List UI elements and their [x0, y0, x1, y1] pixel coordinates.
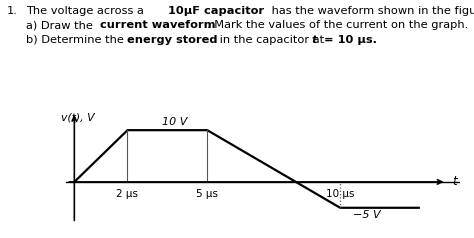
Text: −5 V: −5 V	[354, 210, 381, 220]
Text: t: t	[312, 35, 318, 45]
Text: energy stored: energy stored	[127, 35, 217, 45]
Text: 5 μs: 5 μs	[196, 189, 218, 199]
Text: = 10 μs.: = 10 μs.	[320, 35, 377, 45]
Text: t: t	[452, 175, 456, 188]
Text: a) Draw the: a) Draw the	[26, 20, 97, 30]
Text: 1.: 1.	[7, 6, 18, 16]
Text: . Mark the values of the current on the graph.: . Mark the values of the current on the …	[207, 20, 468, 30]
Text: 10μF capacitor: 10μF capacitor	[168, 6, 264, 16]
Text: v(t), V: v(t), V	[61, 112, 95, 122]
Text: has the waveform shown in the figure.: has the waveform shown in the figure.	[268, 6, 474, 16]
Text: 10 μs: 10 μs	[326, 189, 355, 199]
Text: current waveform: current waveform	[100, 20, 216, 30]
Text: b) Determine the: b) Determine the	[26, 35, 128, 45]
Text: 10 V: 10 V	[162, 117, 187, 127]
Text: 2 μs: 2 μs	[117, 189, 138, 199]
Text: The voltage across a: The voltage across a	[26, 6, 147, 16]
Text: in the capacitor at: in the capacitor at	[216, 35, 328, 45]
